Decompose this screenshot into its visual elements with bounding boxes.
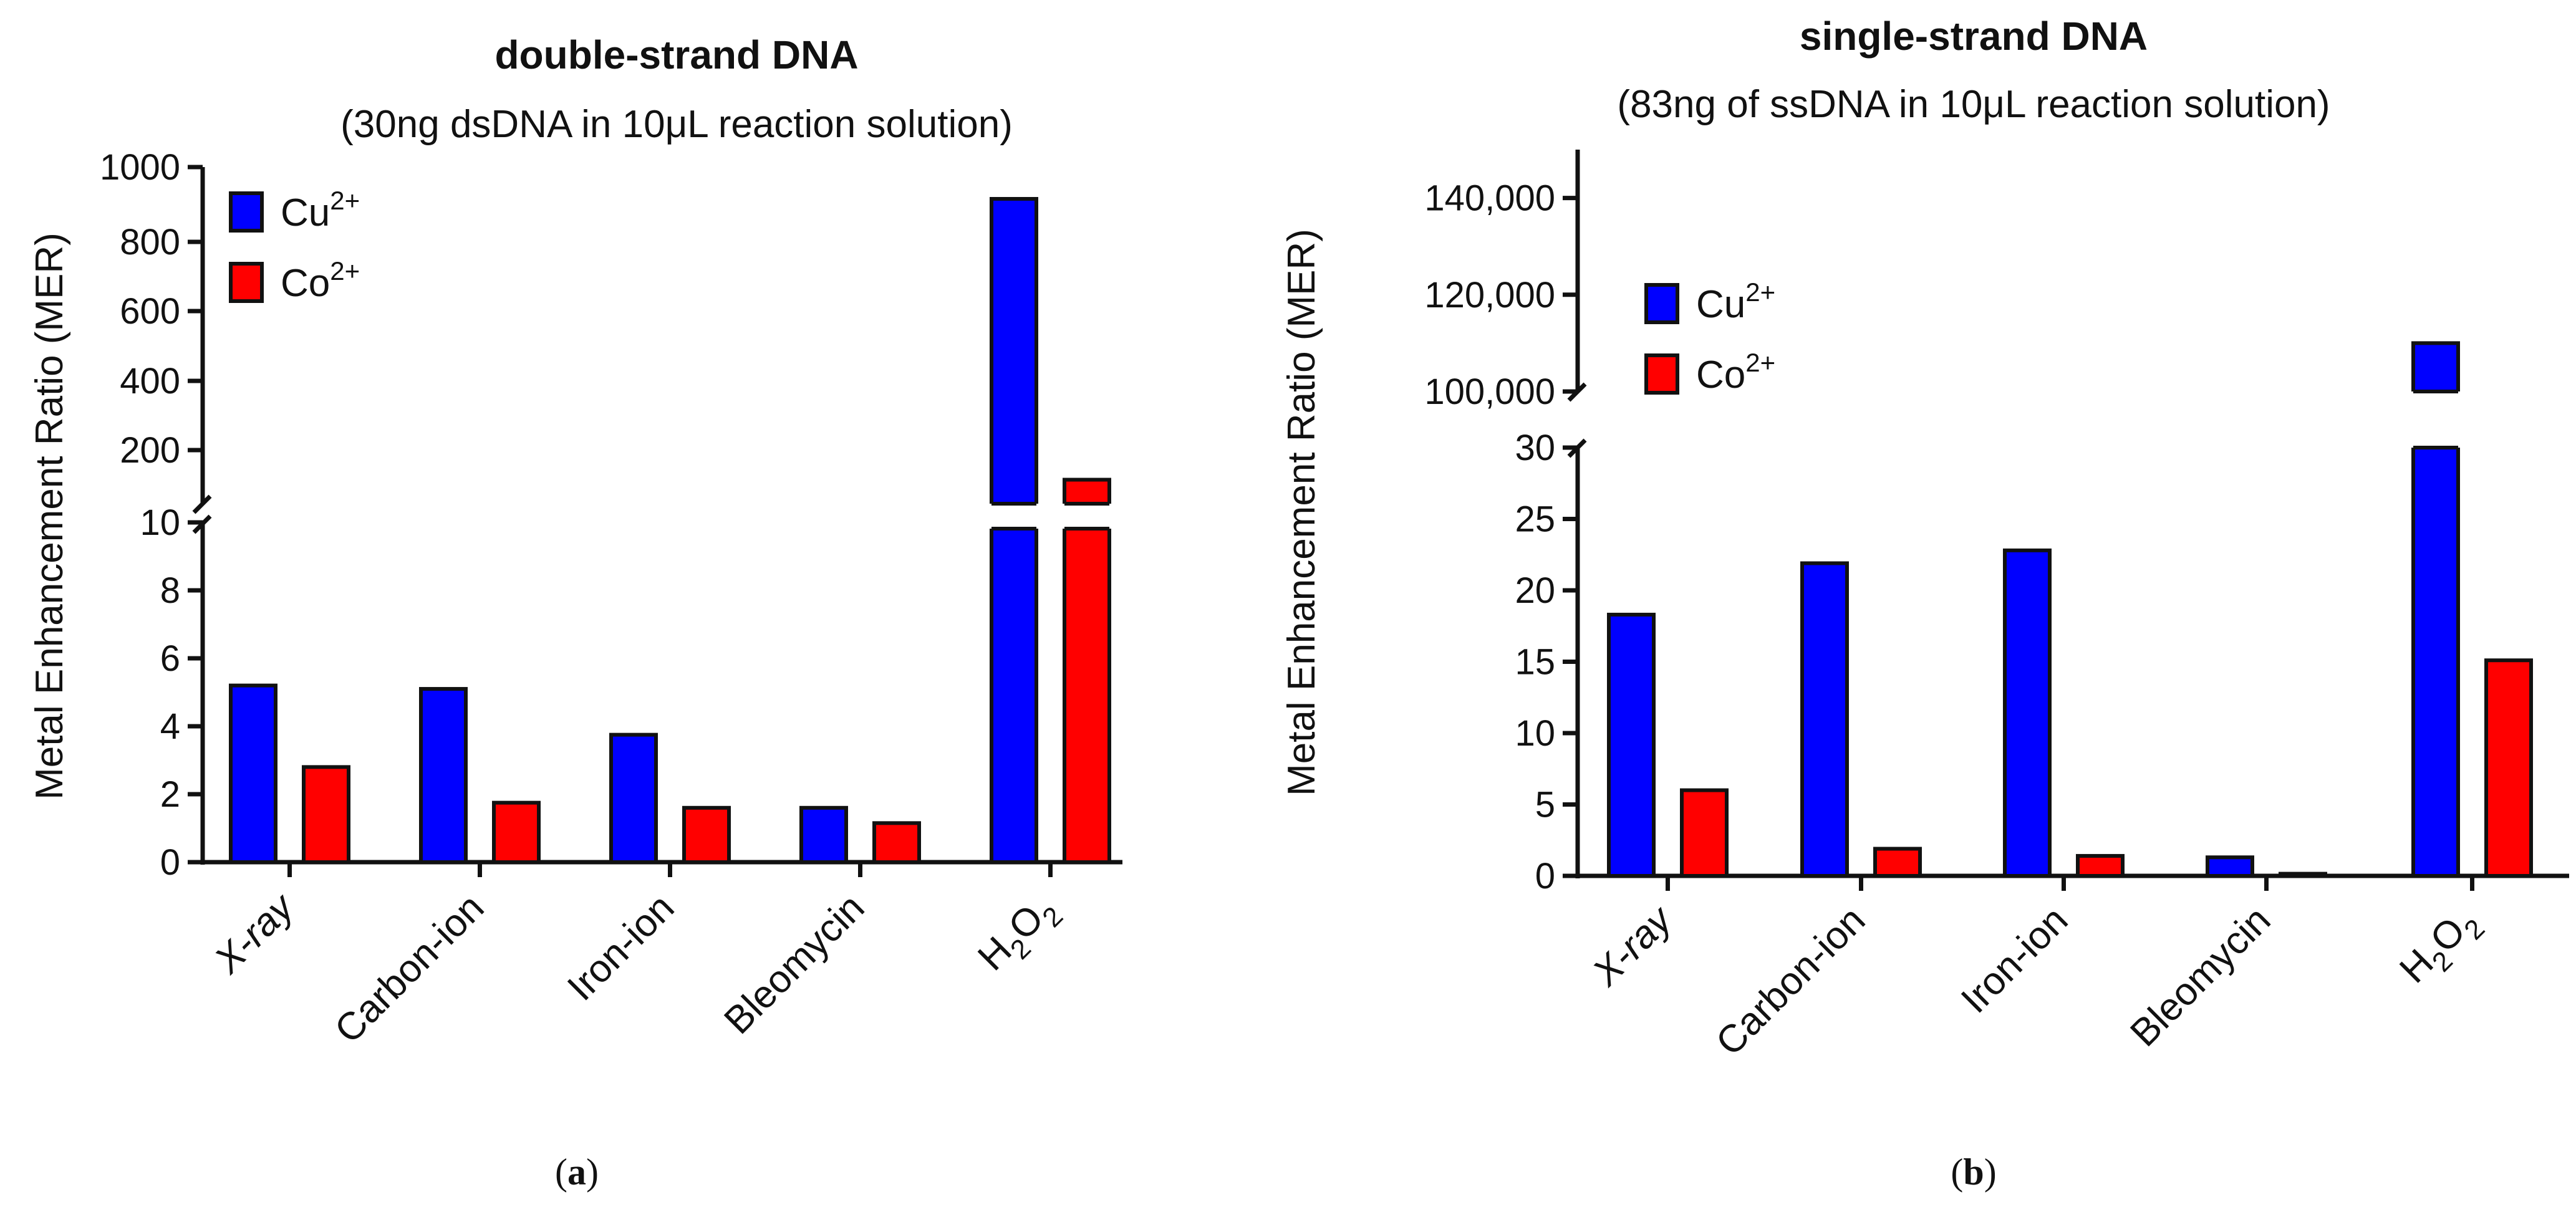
y-tick-label: 100,000 xyxy=(1424,372,1555,412)
bar-co-0 xyxy=(302,765,350,865)
y-tick-label: 25 xyxy=(1515,499,1555,540)
bar-cu-3 xyxy=(2206,855,2254,878)
x-tick-label: Bleomycin xyxy=(716,886,872,1042)
chart-panel-b: single-strand DNA (83ng of ssDNA in 10μL … xyxy=(1280,14,2569,1193)
bar-cu-2 xyxy=(609,732,658,864)
bar-break-gap xyxy=(1061,504,1113,529)
chart-title: single-strand DNA xyxy=(1800,14,2148,59)
y-axis-label: Metal Enhancement Ratio (MER) xyxy=(1280,229,1323,796)
legend-swatch-cu xyxy=(229,191,264,233)
x-tick-label: H2O2 xyxy=(2391,898,2491,997)
y-tick-label: 0 xyxy=(160,842,180,883)
bar-co-3 xyxy=(2279,872,2327,878)
y-tick-label: 200 xyxy=(120,430,180,471)
y-tick-label: 400 xyxy=(120,361,180,401)
y-tick-label: 5 xyxy=(1535,785,1555,825)
legend: Cu2+ Co2+ xyxy=(229,186,360,305)
bar-co-1 xyxy=(1873,847,1922,878)
y-tick-label: 0 xyxy=(1535,856,1555,896)
panel-label: (b) xyxy=(1951,1151,1996,1193)
x-tick-label: Iron-ion xyxy=(559,886,682,1009)
y-tick-label: 15 xyxy=(1515,642,1555,683)
x-tick-label: Carbon-ion xyxy=(1708,898,1874,1064)
chart-panel-a: double-strand DNA (30ng dsDNA in 10μL rea… xyxy=(28,32,1122,1193)
y-tick-label: 6 xyxy=(160,638,180,679)
legend-label-cu: Cu2+ xyxy=(281,186,360,234)
x-tick-label: H2O2 xyxy=(970,886,1069,985)
bar-cu-1 xyxy=(1800,561,1849,878)
bar-co-4 xyxy=(1063,478,1111,864)
y-tick-label: 8 xyxy=(160,570,180,611)
legend-swatch-co xyxy=(1644,353,1679,395)
y-tick-label: 10 xyxy=(140,502,180,543)
x-tick-labels: X-ray Carbon-ion Iron-ion Bleomycin H2O2 xyxy=(205,862,1069,1052)
y-tick-label: 1000 xyxy=(100,147,180,188)
y-tick-label: 140,000 xyxy=(1424,178,1555,219)
axes: 0 5 10 15 20 25 30 100,000 120,000 140,000 xyxy=(1424,150,2569,896)
y-tick-label: 20 xyxy=(1515,570,1555,611)
bar-co-3 xyxy=(872,821,921,864)
bar-co-2 xyxy=(682,805,731,865)
bars xyxy=(1607,341,2533,878)
bar-co-4 xyxy=(2484,658,2533,878)
bar-cu-0 xyxy=(229,683,277,864)
y-tick-label: 800 xyxy=(120,222,180,262)
x-tick-labels: X-ray Carbon-ion Iron-ion Bleomycin H2O2 xyxy=(1583,876,2491,1064)
bar-break-gap xyxy=(2410,391,2462,448)
legend: Cu2+ Co2+ xyxy=(1644,277,1775,396)
x-tick-label: Carbon-ion xyxy=(327,886,493,1052)
axes: 0 2 4 6 8 10 200 400 600 800 1000 xyxy=(100,147,1122,883)
x-tick-label: X-ray xyxy=(1583,896,1682,995)
chart-title: double-strand DNA xyxy=(494,32,858,77)
y-tick-label: 4 xyxy=(160,706,180,747)
x-tick-label: Bleomycin xyxy=(2122,898,2279,1055)
legend-label-co: Co2+ xyxy=(1696,348,1775,396)
legend-label-cu: Cu2+ xyxy=(1696,277,1775,326)
chart-subtitle: (83ng of ssDNA in 10μL reaction solution… xyxy=(1617,83,2330,126)
panel-label: (a) xyxy=(555,1151,599,1193)
bar-break-gap xyxy=(988,504,1040,529)
legend-swatch-co xyxy=(229,262,264,303)
bar-cu-2 xyxy=(2003,548,2052,878)
axis-break-mark xyxy=(192,494,212,514)
bar-cu-3 xyxy=(799,805,848,865)
bars xyxy=(229,197,1113,865)
x-tick-label: X-ray xyxy=(205,884,304,982)
y-tick-label: 10 xyxy=(1515,713,1555,754)
y-tick-label: 2 xyxy=(160,774,180,815)
bar-co-0 xyxy=(1680,788,1729,878)
chart-subtitle: (30ng dsDNA in 10μL reaction solution) xyxy=(340,103,1013,146)
bar-cu-0 xyxy=(1607,612,1656,878)
y-tick-label: 120,000 xyxy=(1424,275,1555,315)
bar-co-1 xyxy=(492,800,541,864)
legend-swatch-cu xyxy=(1644,283,1679,324)
x-tick-label: Iron-ion xyxy=(1953,898,2076,1021)
y-tick-label: 600 xyxy=(120,291,180,332)
legend-label-co: Co2+ xyxy=(281,256,360,305)
bar-co-2 xyxy=(2076,853,2125,878)
y-tick-label: 30 xyxy=(1515,428,1555,468)
bar-cu-1 xyxy=(419,687,468,865)
y-axis-label: Metal Enhancement Ratio (MER) xyxy=(28,233,71,800)
